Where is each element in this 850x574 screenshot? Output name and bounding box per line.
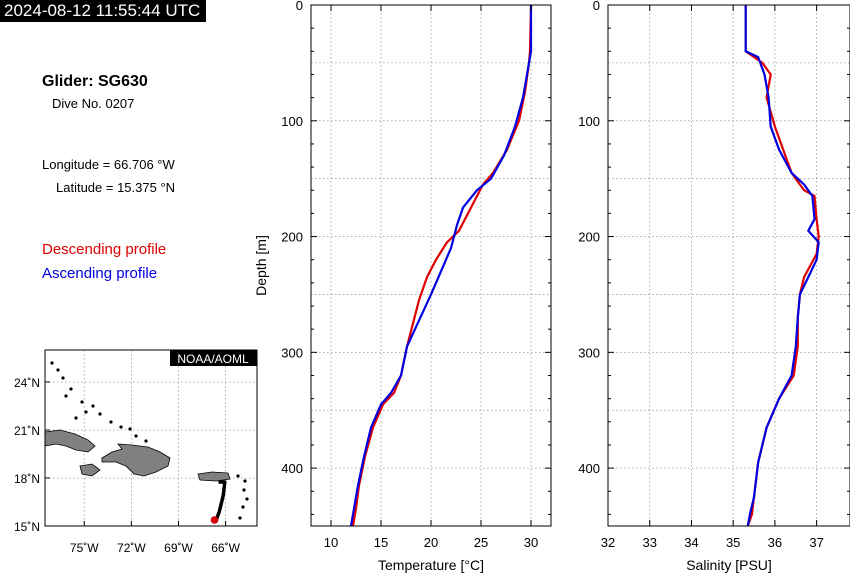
map-lat-label: 21˚N bbox=[14, 424, 40, 438]
map-lon-label: 72˚W bbox=[117, 541, 146, 555]
y-tick-label: 300 bbox=[281, 345, 303, 360]
x-tick-label: 37 bbox=[809, 535, 823, 550]
y-tick-label: 300 bbox=[578, 345, 600, 360]
y-tick-label: 0 bbox=[593, 0, 600, 13]
salinity-profile-chart: 0 100 200 300 400 32 33 34 35 36 37 Salinity [PSU] bbox=[578, 0, 850, 573]
small-island bbox=[74, 416, 78, 420]
y-tick-label: 100 bbox=[578, 114, 600, 129]
small-island bbox=[64, 394, 68, 398]
x-tick-label: 35 bbox=[726, 535, 740, 550]
small-island bbox=[236, 474, 240, 478]
glider-track bbox=[214, 480, 227, 521]
temperature-profile-chart: 0 100 200 300 400 10 15 20 25 30 Temperature [°C] D… bbox=[253, 0, 552, 573]
x-tick-label: 30 bbox=[524, 535, 538, 550]
glider-title: Glider: SG630 bbox=[42, 73, 148, 90]
map-credit: NOAA/AOML bbox=[177, 352, 249, 366]
small-island bbox=[98, 412, 102, 416]
x-tick-label: 10 bbox=[324, 535, 338, 550]
x-tick-label: 32 bbox=[601, 535, 615, 550]
x-tick-label: 33 bbox=[642, 535, 656, 550]
descending-series-line bbox=[744, 5, 820, 527]
map-lon-label: 66˚W bbox=[211, 541, 240, 555]
map-lon-label: 75˚W bbox=[70, 541, 99, 555]
small-island bbox=[128, 427, 132, 431]
small-island bbox=[238, 516, 242, 520]
map-lon-label: 69˚W bbox=[164, 541, 193, 555]
small-island bbox=[91, 404, 95, 408]
x-tick-label: 20 bbox=[424, 535, 438, 550]
small-island bbox=[243, 479, 247, 483]
map-lat-label: 15˚N bbox=[14, 520, 40, 534]
longitude-readout: Longitude = 66.706 °W bbox=[42, 157, 175, 172]
ascending-series-line bbox=[349, 5, 533, 527]
legend-ascending: Ascending profile bbox=[42, 265, 158, 282]
y-tick-label: 100 bbox=[281, 114, 303, 129]
small-island bbox=[84, 410, 88, 414]
x-tick-label: 15 bbox=[374, 535, 388, 550]
current-position-marker bbox=[210, 516, 219, 524]
y-axis-label: Depth [m] bbox=[253, 235, 269, 296]
y-tick-label: 400 bbox=[578, 461, 600, 476]
cuba-landmass bbox=[44, 429, 96, 453]
y-tick-label: 0 bbox=[296, 0, 303, 13]
small-island bbox=[56, 368, 60, 372]
hispaniola-landmass bbox=[101, 443, 171, 477]
descending-series-line bbox=[351, 4, 533, 527]
small-island bbox=[109, 420, 113, 424]
x-axis-label: Temperature [°C] bbox=[378, 557, 484, 573]
small-island bbox=[61, 376, 65, 380]
small-island bbox=[245, 497, 249, 501]
x-tick-label: 25 bbox=[474, 535, 488, 550]
map-frame bbox=[44, 349, 258, 527]
small-island bbox=[119, 425, 123, 429]
x-tick-label: 36 bbox=[768, 535, 782, 550]
dive-number: Dive No. 0207 bbox=[52, 96, 135, 111]
legend-descending: Descending profile bbox=[42, 241, 167, 258]
latitude-readout: Latitude = 15.375 °N bbox=[56, 180, 176, 195]
x-tick-label: 34 bbox=[684, 535, 698, 550]
jamaica-landmass bbox=[79, 463, 101, 477]
map-lat-label: 18˚N bbox=[14, 472, 40, 486]
small-island bbox=[242, 488, 246, 492]
plot-frame bbox=[607, 4, 850, 527]
small-island bbox=[144, 439, 148, 443]
y-tick-label: 400 bbox=[281, 461, 303, 476]
location-map: NOAA/AOML 75˚W 72˚W 69˚W 66˚W 24˚N 21˚N 18˚N 15˚… bbox=[14, 349, 258, 555]
small-island bbox=[80, 400, 84, 404]
y-tick-label: 200 bbox=[281, 230, 303, 245]
small-island bbox=[50, 361, 54, 365]
y-tick-label: 200 bbox=[578, 230, 600, 245]
map-lat-label: 24˚N bbox=[14, 376, 40, 390]
puerto-rico-landmass bbox=[197, 471, 231, 482]
small-island bbox=[69, 387, 73, 391]
timestamp: 2024-08-12 11:55:44 UTC bbox=[0, 0, 207, 22]
x-axis-label: Salinity [PSU] bbox=[686, 557, 772, 573]
small-island bbox=[241, 505, 245, 509]
ascending-series-line bbox=[744, 5, 820, 527]
small-island bbox=[134, 434, 138, 438]
credit-background bbox=[170, 350, 257, 366]
